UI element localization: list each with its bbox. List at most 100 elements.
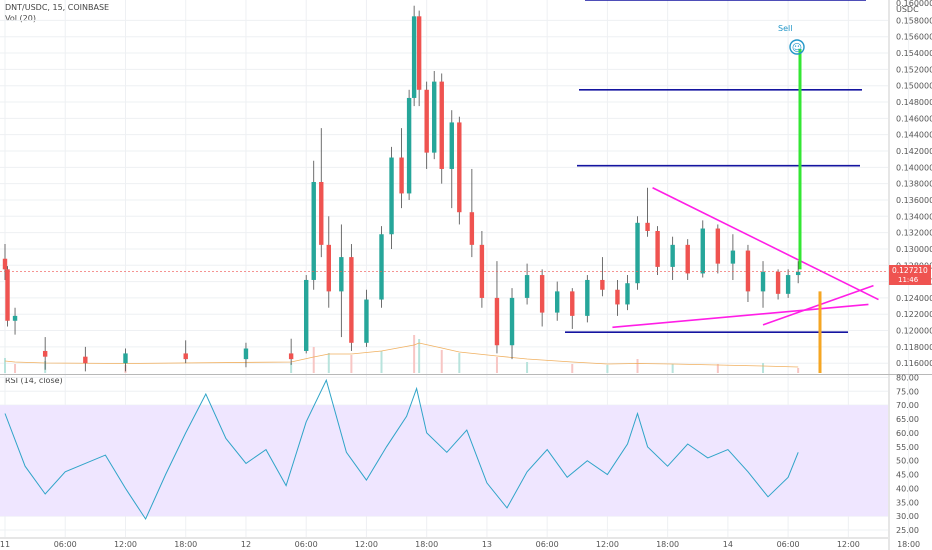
rsi-tick-label: 80.00 (896, 373, 919, 382)
candle (795, 271, 801, 276)
candle (319, 182, 324, 245)
time-tick-label: 06:00 (54, 540, 77, 549)
candle (469, 212, 475, 245)
target-lines (798, 48, 822, 373)
candle (670, 244, 675, 267)
rsi-label: RSI (14, close) (5, 376, 63, 385)
candle (416, 16, 422, 90)
volume-bar (413, 335, 416, 373)
time-tick-label: 06:00 (536, 540, 559, 549)
candle (123, 353, 128, 364)
triangle-lines (612, 187, 879, 329)
candle (2, 258, 8, 270)
time-tick-label: 12 (241, 540, 251, 549)
candle (585, 279, 590, 316)
smiley-icon (789, 39, 805, 55)
price-badge-value: 0.127210 (892, 266, 928, 275)
candle (760, 271, 766, 292)
price-tick-label: 0.122000 (896, 310, 932, 319)
volume-ma-line (4, 342, 799, 368)
price-tick-label: 0.154000 (896, 49, 932, 58)
rsi-tick-label: 65.00 (896, 415, 919, 424)
candle (411, 16, 417, 98)
time-tick-label: 14 (723, 540, 733, 549)
volume-bars (4, 335, 800, 373)
candle (349, 257, 354, 343)
candle (364, 299, 369, 343)
candle (42, 350, 48, 357)
candle (457, 122, 462, 213)
volume-bar (4, 358, 6, 373)
time-tick-label: 13 (482, 540, 492, 549)
candle (379, 234, 384, 300)
volume-bar (350, 355, 353, 373)
candle (389, 157, 394, 235)
candle (600, 279, 605, 290)
volume-bar (290, 363, 293, 373)
candle (12, 315, 18, 321)
time-tick-label: 18:00 (174, 540, 197, 549)
candle (555, 291, 560, 313)
candle (406, 97, 412, 194)
candle (494, 297, 500, 346)
price-axis-unit: USDC (896, 5, 919, 14)
candle (645, 222, 650, 231)
volume-bar (636, 359, 639, 373)
candle (775, 271, 781, 294)
time-tick-label: 18:00 (656, 540, 679, 549)
price-axis-ticks: 0.116000 0.118000 0.120000 0.122000 0.124000… (896, 16, 932, 368)
volume-bar (327, 353, 330, 373)
price-badge-countdown: 11:46 (898, 276, 919, 284)
volume-label: Vol (20) (5, 14, 36, 23)
candle (311, 182, 316, 280)
rsi-line (4, 378, 799, 521)
price-tick-label: 0.148000 (896, 98, 932, 107)
candle (685, 244, 690, 274)
price-tick-label: 0.116000 (896, 359, 932, 368)
candle (83, 356, 88, 364)
price-tick-label: 0.136000 (896, 196, 932, 205)
candle (655, 230, 660, 267)
time-tick-label: 06:00 (295, 540, 318, 549)
price-tick-label: 0.142000 (896, 147, 932, 156)
price-tick-label: 0.130000 (896, 245, 932, 254)
price-tick-label: 0.158000 (896, 16, 932, 25)
price-axis-top: 0.160000 (896, 0, 932, 8)
time-tick-label: 18:00 (415, 540, 438, 549)
candle (424, 89, 429, 153)
volume-bar (495, 357, 498, 373)
time-tick-label: 12:00 (596, 540, 619, 549)
rsi-tick-label: 75.00 (896, 387, 919, 396)
candle (524, 275, 530, 298)
price-tick-label: 0.118000 (896, 343, 932, 352)
volume-bar (526, 362, 529, 373)
candle (615, 289, 620, 305)
price-tick-label: 0.132000 (896, 229, 932, 238)
candle (432, 81, 437, 153)
volume-bar (14, 364, 17, 373)
candle (539, 275, 545, 313)
candle (785, 275, 791, 294)
symbol-title: DNT/USDC, 15, COINBASE (5, 3, 110, 12)
rsi-tick-label: 40.00 (896, 484, 919, 493)
candle (570, 291, 575, 316)
candle (479, 244, 485, 298)
rsi-tick-label: 25.00 (896, 526, 919, 535)
rsi-band (0, 405, 888, 517)
trendline (612, 303, 869, 329)
time-tick-label: 11 (0, 540, 10, 549)
volume-bar (312, 347, 315, 373)
time-axis-ticks: 11 06:00 12:00 18:00 12 06:00 12:00 18:00 13 06:0… (0, 537, 920, 549)
time-tick-label: 12:00 (355, 540, 378, 549)
price-tick-label: 0.120000 (896, 327, 932, 336)
volume-bar (606, 365, 609, 373)
candle (339, 257, 344, 292)
rsi-tick-label: 30.00 (896, 512, 919, 521)
time-tick-label: 06:00 (777, 540, 800, 549)
price-tick-label: 0.156000 (896, 33, 932, 42)
trendline (652, 187, 879, 301)
time-tick-label: 18:00 (897, 540, 920, 549)
candle (715, 228, 721, 264)
candle (5, 269, 10, 321)
volume-bar (716, 364, 719, 373)
